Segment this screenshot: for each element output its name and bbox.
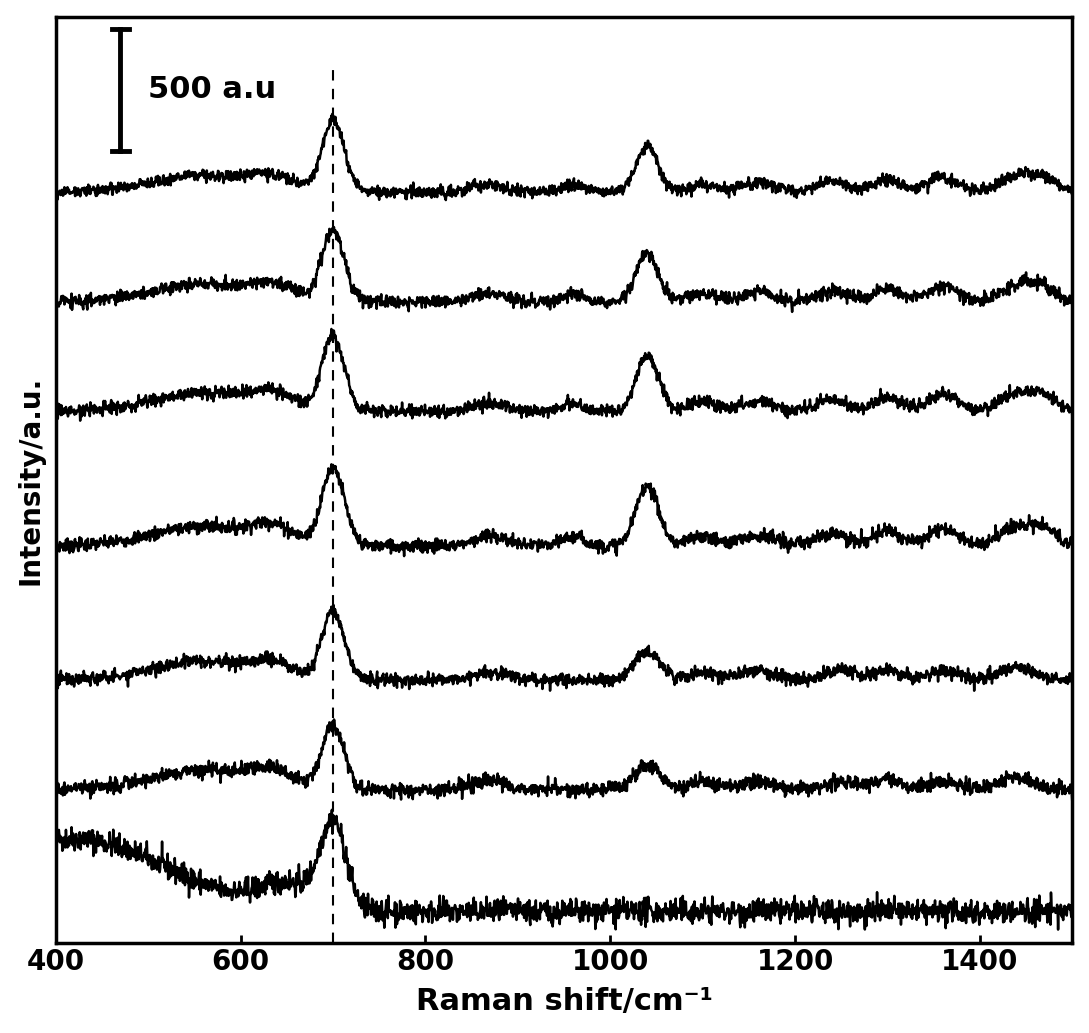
Y-axis label: Intensity/a.u.: Intensity/a.u. [16, 375, 45, 585]
Text: 500 a.u: 500 a.u [148, 75, 277, 104]
X-axis label: Raman shift/cm⁻¹: Raman shift/cm⁻¹ [416, 988, 712, 1016]
